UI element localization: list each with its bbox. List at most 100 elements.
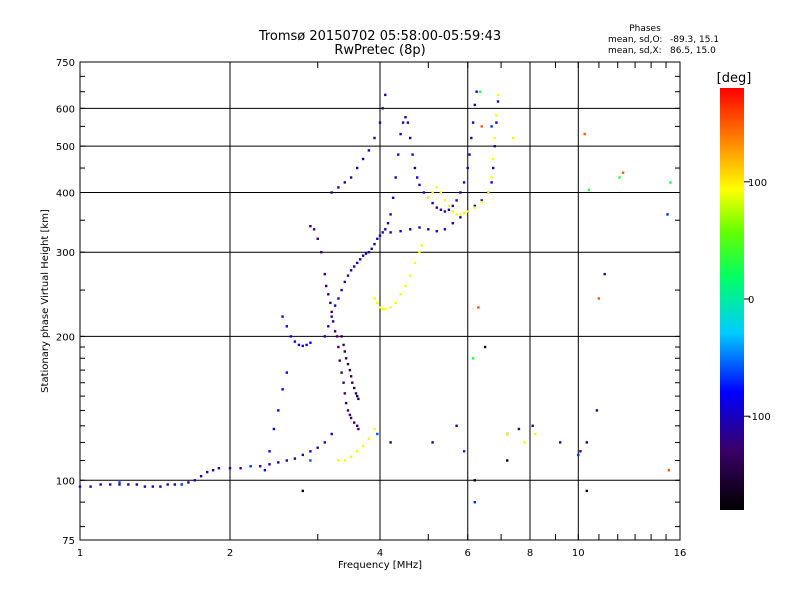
y-axis-label: Stationary phase Virtual Height [km] <box>40 209 51 393</box>
data-point <box>349 176 353 179</box>
data-point <box>506 459 509 462</box>
data-point <box>180 483 183 486</box>
colorbar-tick-label: 0 <box>748 295 754 306</box>
data-point <box>268 450 271 453</box>
data-point <box>337 297 340 300</box>
data-point <box>367 149 371 152</box>
data-point <box>217 467 221 470</box>
data-point <box>293 340 297 343</box>
data-point <box>378 234 382 237</box>
data-point <box>666 213 669 216</box>
data-point <box>361 254 365 257</box>
data-point <box>447 204 451 208</box>
data-point <box>330 191 333 194</box>
x-tick-label: 8 <box>527 548 533 559</box>
data-point <box>585 441 588 444</box>
data-point <box>439 191 443 194</box>
data-point <box>409 228 412 231</box>
data-point <box>285 459 288 462</box>
data-point <box>340 288 343 292</box>
data-point <box>595 409 599 412</box>
data-point <box>389 441 392 444</box>
colorbar-tick-label: 100 <box>748 178 767 189</box>
data-point <box>439 208 443 211</box>
data-point <box>309 450 312 453</box>
data-point <box>492 166 495 170</box>
data-point <box>356 450 359 453</box>
data-point <box>348 368 352 372</box>
data-point <box>511 136 515 140</box>
data-point <box>338 359 341 362</box>
data-point <box>335 335 339 338</box>
data-point <box>493 145 496 148</box>
data-point <box>413 166 417 170</box>
data-point <box>173 483 176 486</box>
data-point <box>239 467 242 470</box>
colorbar-tick-label: -100 <box>748 412 771 423</box>
data-point <box>330 310 333 314</box>
data-point <box>376 432 379 436</box>
data-point <box>468 153 471 156</box>
data-point <box>409 136 412 140</box>
data-point <box>487 191 490 194</box>
data-point <box>281 388 284 391</box>
data-point <box>346 409 350 412</box>
data-point <box>343 181 346 184</box>
data-point <box>343 350 346 353</box>
data-point <box>409 274 412 277</box>
data-point <box>477 306 480 309</box>
data-point <box>413 261 417 265</box>
data-point <box>473 204 476 208</box>
data-point <box>330 432 333 436</box>
data-point <box>435 206 438 209</box>
data-point <box>577 453 580 457</box>
data-point <box>384 228 387 231</box>
data-point <box>337 345 340 349</box>
data-point <box>397 153 400 156</box>
colorbar-ticks: 100 0 -100 <box>744 178 771 423</box>
data-point <box>455 199 458 202</box>
data-point <box>418 226 421 229</box>
x-tick-label: 6 <box>465 548 471 559</box>
data-point <box>406 121 410 124</box>
data-point <box>394 176 397 179</box>
data-point <box>357 397 360 401</box>
data-point <box>378 306 382 309</box>
data-point <box>353 386 356 390</box>
data-point <box>340 335 343 338</box>
stats-o-label: mean, sd,O: <box>608 35 662 45</box>
x-tick-label: 1 <box>77 548 83 559</box>
data-point <box>333 304 337 307</box>
data-point <box>411 153 414 156</box>
data-point <box>455 213 458 216</box>
x-axis-label: Frequency [MHz] <box>338 560 422 571</box>
data-point <box>193 479 196 482</box>
data-point <box>309 225 312 228</box>
data-point <box>495 114 498 117</box>
data-point <box>373 297 376 300</box>
data-point <box>585 489 588 493</box>
x-tick-label: 4 <box>377 548 383 559</box>
data-point <box>431 191 434 194</box>
data-point <box>348 413 352 417</box>
data-point <box>427 228 430 231</box>
data-point <box>249 465 252 468</box>
data-point <box>356 394 359 398</box>
data-point <box>159 485 162 488</box>
data-point <box>401 121 405 124</box>
data-point <box>272 427 276 431</box>
data-point <box>618 176 621 179</box>
data-point <box>579 450 582 453</box>
data-point <box>587 188 590 192</box>
data-point <box>534 432 537 436</box>
data-point <box>399 230 402 233</box>
data-point <box>331 320 335 323</box>
data-point <box>381 107 384 110</box>
data-point <box>333 330 337 333</box>
data-point <box>351 381 354 384</box>
data-point <box>490 181 493 184</box>
data-point <box>420 244 423 247</box>
data-point <box>384 93 387 97</box>
data-point <box>389 231 392 234</box>
data-point <box>364 252 368 255</box>
